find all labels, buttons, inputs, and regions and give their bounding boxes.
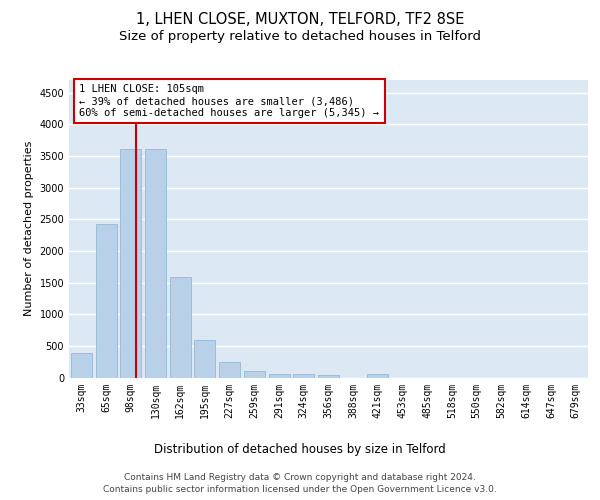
Bar — [244, 371, 265, 378]
Bar — [318, 375, 339, 378]
Y-axis label: Number of detached properties: Number of detached properties — [24, 141, 34, 316]
Text: 1 LHEN CLOSE: 105sqm
← 39% of detached houses are smaller (3,486)
60% of semi-de: 1 LHEN CLOSE: 105sqm ← 39% of detached h… — [79, 84, 379, 117]
Bar — [120, 149, 141, 378]
Text: Contains HM Land Registry data © Crown copyright and database right 2024.
Contai: Contains HM Land Registry data © Crown c… — [103, 472, 497, 494]
Bar — [219, 362, 240, 378]
Bar — [71, 354, 92, 378]
Bar — [194, 340, 215, 378]
Bar — [269, 374, 290, 378]
Bar — [145, 149, 166, 378]
Bar — [293, 374, 314, 378]
Bar — [95, 224, 116, 378]
Text: Size of property relative to detached houses in Telford: Size of property relative to detached ho… — [119, 30, 481, 43]
Text: Distribution of detached houses by size in Telford: Distribution of detached houses by size … — [154, 442, 446, 456]
Bar — [170, 278, 191, 378]
Text: 1, LHEN CLOSE, MUXTON, TELFORD, TF2 8SE: 1, LHEN CLOSE, MUXTON, TELFORD, TF2 8SE — [136, 12, 464, 28]
Bar — [367, 374, 388, 378]
